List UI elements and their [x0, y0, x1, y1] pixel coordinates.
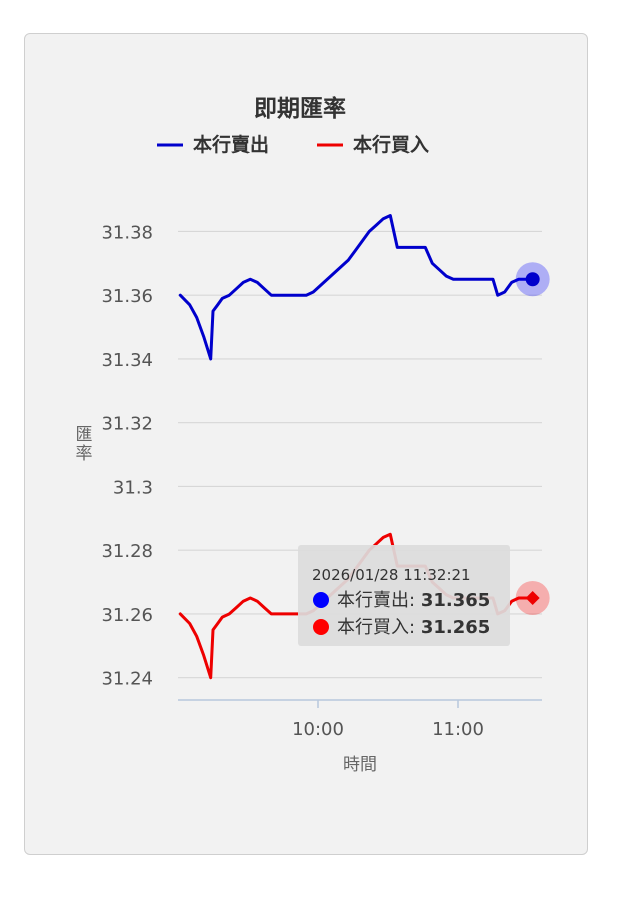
series-layer [178, 214, 550, 680]
tooltip: 2026/01/28 11:32:21 本行賣出: 31.365 本行買入: 3… [298, 545, 510, 646]
series-line-sell[interactable] [178, 214, 535, 361]
y-tick-label: 31.3 [113, 477, 153, 498]
legend-label-buy[interactable]: 本行買入 [353, 133, 429, 156]
tooltip-date: 2026/01/28 11:32:21 [312, 566, 471, 584]
chart-card [24, 33, 588, 855]
y-tick-label: 31.34 [101, 350, 153, 371]
y-tick-label: 31.32 [101, 414, 153, 435]
tooltip-dot-buy [313, 619, 329, 635]
y-axis-title-char-1: 匯 [76, 425, 93, 445]
y-tick-label: 31.38 [101, 222, 153, 243]
tooltip-row-buy: 本行買入: 31.265 [337, 617, 490, 638]
y-tick-label: 31.24 [101, 669, 153, 690]
hover-marker-sell[interactable] [525, 272, 540, 287]
y-tick-label: 31.36 [101, 286, 153, 307]
tooltip-box [298, 545, 510, 646]
tooltip-row-sell: 本行賣出: 31.365 [337, 590, 490, 611]
y-tick-labels: 31.38 31.36 31.34 31.32 31.3 31.28 31.26 31.24 [101, 222, 153, 689]
y-tick-label: 31.26 [101, 605, 153, 626]
x-tick-label: 10:00 [292, 719, 344, 740]
x-tick-labels: 10:00 11:00 [292, 700, 484, 740]
legend[interactable]: 本行賣出 本行買入 [157, 133, 429, 156]
tooltip-label-buy: 本行買入: [337, 617, 415, 638]
tooltip-value-buy: 31.265 [421, 617, 490, 638]
y-tick-label: 31.28 [101, 541, 153, 562]
tooltip-dot-sell [313, 592, 329, 608]
tooltip-value-sell: 31.365 [421, 590, 490, 611]
x-tick-label: 11:00 [432, 719, 484, 740]
hover-marker-buy[interactable] [525, 591, 540, 605]
chart-title: 即期匯率 [254, 95, 346, 122]
tooltip-label-sell: 本行賣出: [337, 590, 415, 611]
y-axis-title-char-2: 率 [76, 444, 93, 464]
x-axis-title: 時間 [343, 755, 377, 775]
legend-label-sell[interactable]: 本行賣出 [193, 133, 269, 156]
